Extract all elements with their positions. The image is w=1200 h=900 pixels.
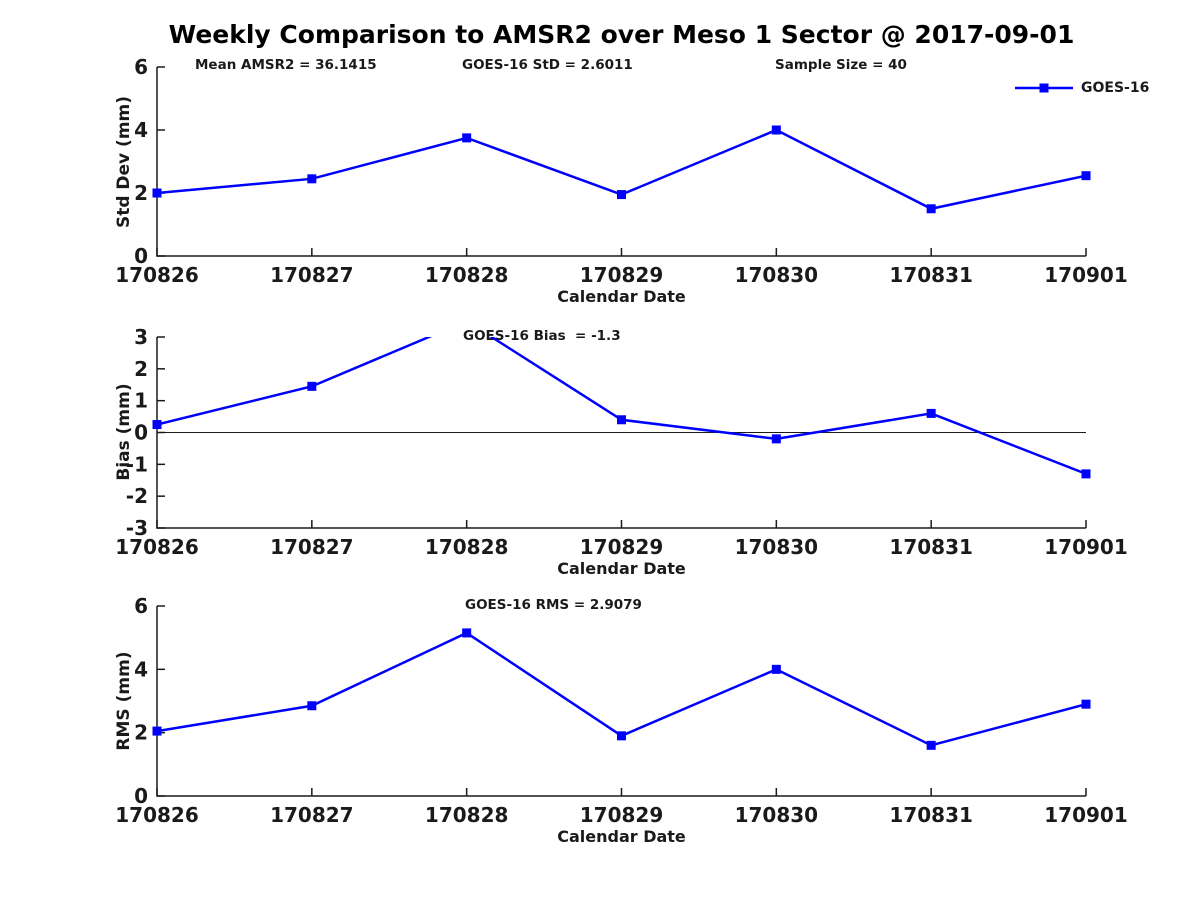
- data-point-marker: [462, 628, 472, 638]
- y-tick-label: 6: [134, 55, 148, 79]
- x-tick-label: 170826: [115, 803, 199, 827]
- data-point-marker: [307, 174, 317, 184]
- data-point-marker: [1081, 469, 1091, 479]
- x-tick-label: 170827: [270, 263, 354, 287]
- data-point-marker: [307, 381, 317, 391]
- figure-title: Weekly Comparison to AMSR2 over Meso 1 S…: [168, 20, 1075, 49]
- x-tick-label: 170830: [735, 803, 819, 827]
- data-point-marker: [1081, 699, 1091, 709]
- x-tick-label: 170829: [580, 803, 664, 827]
- data-point-marker: [462, 133, 472, 143]
- x-tick-label: 170831: [889, 535, 973, 559]
- annotation-goes16-bias: GOES-16 Bias = -1.3: [463, 328, 621, 344]
- y-tick-label: 0: [134, 784, 148, 808]
- data-point-marker: [152, 420, 162, 430]
- y-tick-label: 1: [134, 389, 148, 413]
- y-tick-label: 4: [134, 118, 148, 142]
- y-tick-label: -1: [126, 452, 148, 476]
- data-point-marker: [926, 740, 936, 750]
- annotation-mean-amsr2: Mean AMSR2 = 36.1415: [195, 57, 377, 73]
- data-point-marker: [771, 434, 781, 444]
- x-tick-label: 170828: [425, 263, 509, 287]
- axes-rms: [156, 606, 1086, 797]
- data-point-marker: [152, 188, 162, 198]
- xlabel-bias: Calendar Date: [557, 559, 686, 578]
- y-tick-label: 6: [134, 594, 148, 618]
- data-point-marker: [926, 408, 936, 418]
- annotation-goes16-rms: GOES-16 RMS = 2.9079: [465, 597, 642, 613]
- x-tick-label: 170830: [735, 263, 819, 287]
- y-tick-label: 0: [134, 421, 148, 445]
- series-line-bias: [157, 337, 1086, 476]
- x-tick-label: 170830: [735, 535, 819, 559]
- y-tick-label: -2: [126, 484, 148, 508]
- x-tick-label: 170831: [889, 263, 973, 287]
- xlabel-rms: Calendar Date: [557, 827, 686, 846]
- x-tick-label: 170827: [270, 535, 354, 559]
- xlabel-std-dev: Calendar Date: [557, 287, 686, 306]
- x-tick-label: 170831: [889, 803, 973, 827]
- data-point-marker: [617, 731, 626, 741]
- x-tick-label: 170826: [115, 263, 199, 287]
- data-point-marker: [307, 701, 317, 711]
- x-tick-label: 170827: [270, 803, 354, 827]
- y-tick-label: 2: [134, 721, 148, 745]
- y-tick-label: -3: [126, 516, 148, 540]
- x-tick-label: 170901: [1044, 263, 1128, 287]
- x-tick-label: 170901: [1044, 535, 1128, 559]
- x-tick-label: 170829: [580, 263, 664, 287]
- x-tick-label: 170901: [1044, 803, 1128, 827]
- data-point-marker: [152, 726, 162, 736]
- y-tick-label: 2: [134, 357, 148, 381]
- annotation-goes16-std: GOES-16 StD = 2.6011: [462, 57, 633, 73]
- data-point-marker: [771, 125, 781, 135]
- legend-line-marker-icon: [1015, 83, 1073, 93]
- subplot-std-dev: 0 2 4 6 170826 170827 170828 170829 170830 170831…: [115, 55, 1128, 287]
- annotation-sample-size: Sample Size = 40: [775, 57, 907, 73]
- data-point-marker: [1081, 171, 1091, 181]
- y-tick-label: 0: [134, 244, 148, 268]
- x-tick-label: 170826: [115, 535, 199, 559]
- legend-label: GOES-16: [1081, 80, 1150, 96]
- data-point-marker: [617, 415, 626, 425]
- data-point-marker: [771, 664, 781, 674]
- x-tick-label: 170828: [425, 535, 509, 559]
- data-point-marker: [926, 204, 936, 214]
- y-tick-label: 2: [134, 181, 148, 205]
- axes-std-dev: [156, 67, 1086, 257]
- data-point-marker: [617, 190, 626, 200]
- legend: GOES-16: [1014, 80, 1149, 96]
- y-tick-label: 4: [134, 657, 148, 681]
- subplot-rms: 0 2 4 6 170826 170827 170828 170829 170830 170831…: [115, 594, 1128, 827]
- series-line-rms: [157, 631, 1086, 747]
- x-tick-label: 170828: [425, 803, 509, 827]
- x-tick-label: 170829: [580, 535, 664, 559]
- subplot-bias: -3 -2 -1 0 1 2 3 170826 170827 170828 170829 170830…: [115, 325, 1128, 559]
- y-tick-label: 3: [134, 325, 148, 349]
